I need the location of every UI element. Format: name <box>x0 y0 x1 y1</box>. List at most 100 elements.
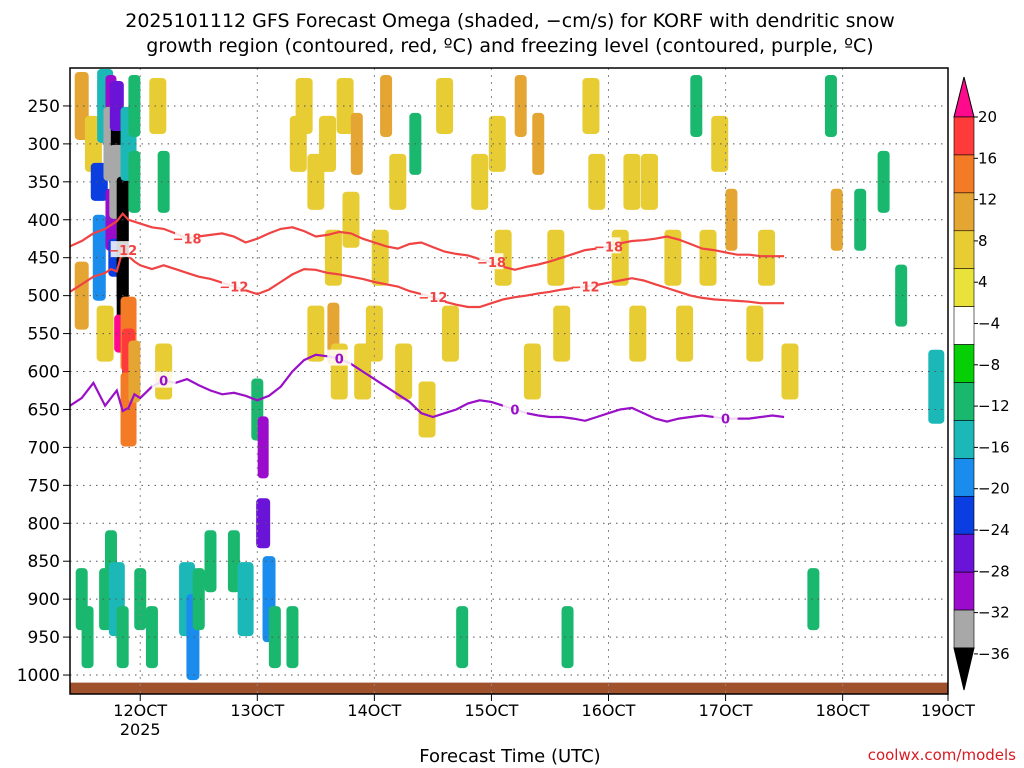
omega-cell <box>664 229 682 286</box>
x-axis-label: Forecast Time (UTC) <box>419 746 600 767</box>
omega-cell <box>155 343 173 400</box>
omega-cell <box>365 305 383 362</box>
omega-cell <box>268 606 281 669</box>
colorbar-swatch <box>953 495 975 535</box>
colorbar-label: −24 <box>978 521 1010 539</box>
y-tick-label: 950 <box>28 628 60 648</box>
y-tick-label: 800 <box>28 514 60 534</box>
colorbar-swatch <box>953 116 975 156</box>
colorbar-label: 20 <box>978 108 997 126</box>
omega-cell <box>128 74 141 137</box>
colorbar-label: 4 <box>978 273 988 291</box>
colorbar-swatch <box>953 344 975 383</box>
omega-cell <box>74 261 89 330</box>
omega-cell <box>128 150 141 213</box>
omega-cell <box>92 214 106 301</box>
omega-cell <box>192 568 205 631</box>
omega-cell <box>441 305 459 362</box>
omega-cell <box>307 305 325 362</box>
colorbar-label: −32 <box>978 604 1010 622</box>
colorbar-label: 12 <box>978 191 997 209</box>
omega-cell <box>553 305 571 362</box>
contour-label-bg <box>596 237 621 254</box>
contour-label: 0 <box>335 353 344 368</box>
omega-cell <box>128 340 141 403</box>
omega-cell <box>690 74 703 137</box>
omega-cell <box>561 606 574 669</box>
omega-cell <box>725 188 738 251</box>
omega-cell <box>204 530 217 593</box>
colorbar-label: −28 <box>978 562 1010 580</box>
colorbar-swatch <box>953 609 975 649</box>
y-tick-label: 1000 <box>17 666 60 686</box>
contour-label: 0 <box>159 375 168 390</box>
x-tick-label: 18OCT <box>816 701 870 720</box>
contour-label: −18 <box>594 240 623 255</box>
colorbar-swatch <box>953 458 975 497</box>
omega-cell <box>711 115 729 172</box>
colorbar-end-arrow <box>953 76 975 118</box>
omega-cell <box>96 305 114 362</box>
contour-line <box>70 247 785 309</box>
contour-label-bg <box>327 349 352 366</box>
y-tick-label: 600 <box>28 363 60 383</box>
y-tick-label: 450 <box>28 249 60 269</box>
y-tick-label: 850 <box>28 552 60 572</box>
omega-cell <box>676 305 694 362</box>
y-tick-label: 750 <box>28 476 60 496</box>
plot-background <box>70 68 948 694</box>
x-tick-label: 12OCT <box>113 701 167 720</box>
y-tick-label: 650 <box>28 400 60 420</box>
omega-cell <box>854 188 867 251</box>
colorbar-label: −20 <box>978 480 1010 498</box>
omega-cell <box>781 343 799 400</box>
colorbar-label: 8 <box>978 232 988 250</box>
colorbar-label: −8 <box>978 356 1000 374</box>
y-tick-label: 250 <box>28 97 60 117</box>
contour-label: −12 <box>571 281 600 296</box>
colorbar-swatch <box>953 154 975 194</box>
y-tick-label: 700 <box>28 438 60 458</box>
y-tick-label: 550 <box>28 325 60 345</box>
chart-title-line-1: 2025101112 GFS Forecast Omega (shaded, −… <box>125 10 895 32</box>
contour-label-bg <box>713 409 738 426</box>
omega-cell <box>145 606 158 669</box>
colorbar-swatch <box>953 268 975 307</box>
y-tick-label: 400 <box>28 211 60 231</box>
colorbar-swatch <box>953 571 975 611</box>
credit-text[interactable]: coolwx.com/models <box>868 746 1016 764</box>
contour-label: −18 <box>173 233 202 248</box>
omega-cell <box>418 381 436 438</box>
contour-label-bg <box>479 253 504 270</box>
colorbar-label: −16 <box>978 438 1010 456</box>
contour-label: 0 <box>721 413 730 428</box>
omega-cell <box>256 498 271 549</box>
colorbar-swatch <box>953 192 975 232</box>
y-tick-label: 300 <box>28 135 60 155</box>
omega-cell <box>319 115 337 172</box>
omega-cell <box>547 229 565 286</box>
colorbar-swatch <box>953 382 975 421</box>
contour-label-bg <box>502 400 527 417</box>
y-tick-label: 500 <box>28 287 60 307</box>
y-tick-label: 900 <box>28 590 60 610</box>
contour-label: −12 <box>418 291 447 306</box>
omega-cell <box>257 416 269 479</box>
contour-label: 0 <box>510 403 519 418</box>
terrain-ground <box>70 682 948 694</box>
omega-cell <box>157 150 170 213</box>
x-tick-label: 19OCT <box>921 701 975 720</box>
contour-label: −12 <box>219 281 248 296</box>
contour-label-bg <box>221 277 246 294</box>
plot-area: 250 300 350 400 450 500 550 600 650 700 750 800 850 9… <box>17 67 975 739</box>
contour-label-bg <box>151 371 176 388</box>
omega-cell <box>395 343 413 400</box>
colorbar-swatch <box>953 306 975 345</box>
omega-cell <box>380 74 393 137</box>
contour-label-bg <box>420 288 445 305</box>
colorbar-swatch <box>953 420 975 459</box>
omega-cell <box>514 74 527 137</box>
contour-label-bg <box>175 229 200 246</box>
colorbar-legend: 20 16 12 8 4 −4 −8 −12 −16 −20 −24 −28 −32 −36 <box>953 76 1010 691</box>
